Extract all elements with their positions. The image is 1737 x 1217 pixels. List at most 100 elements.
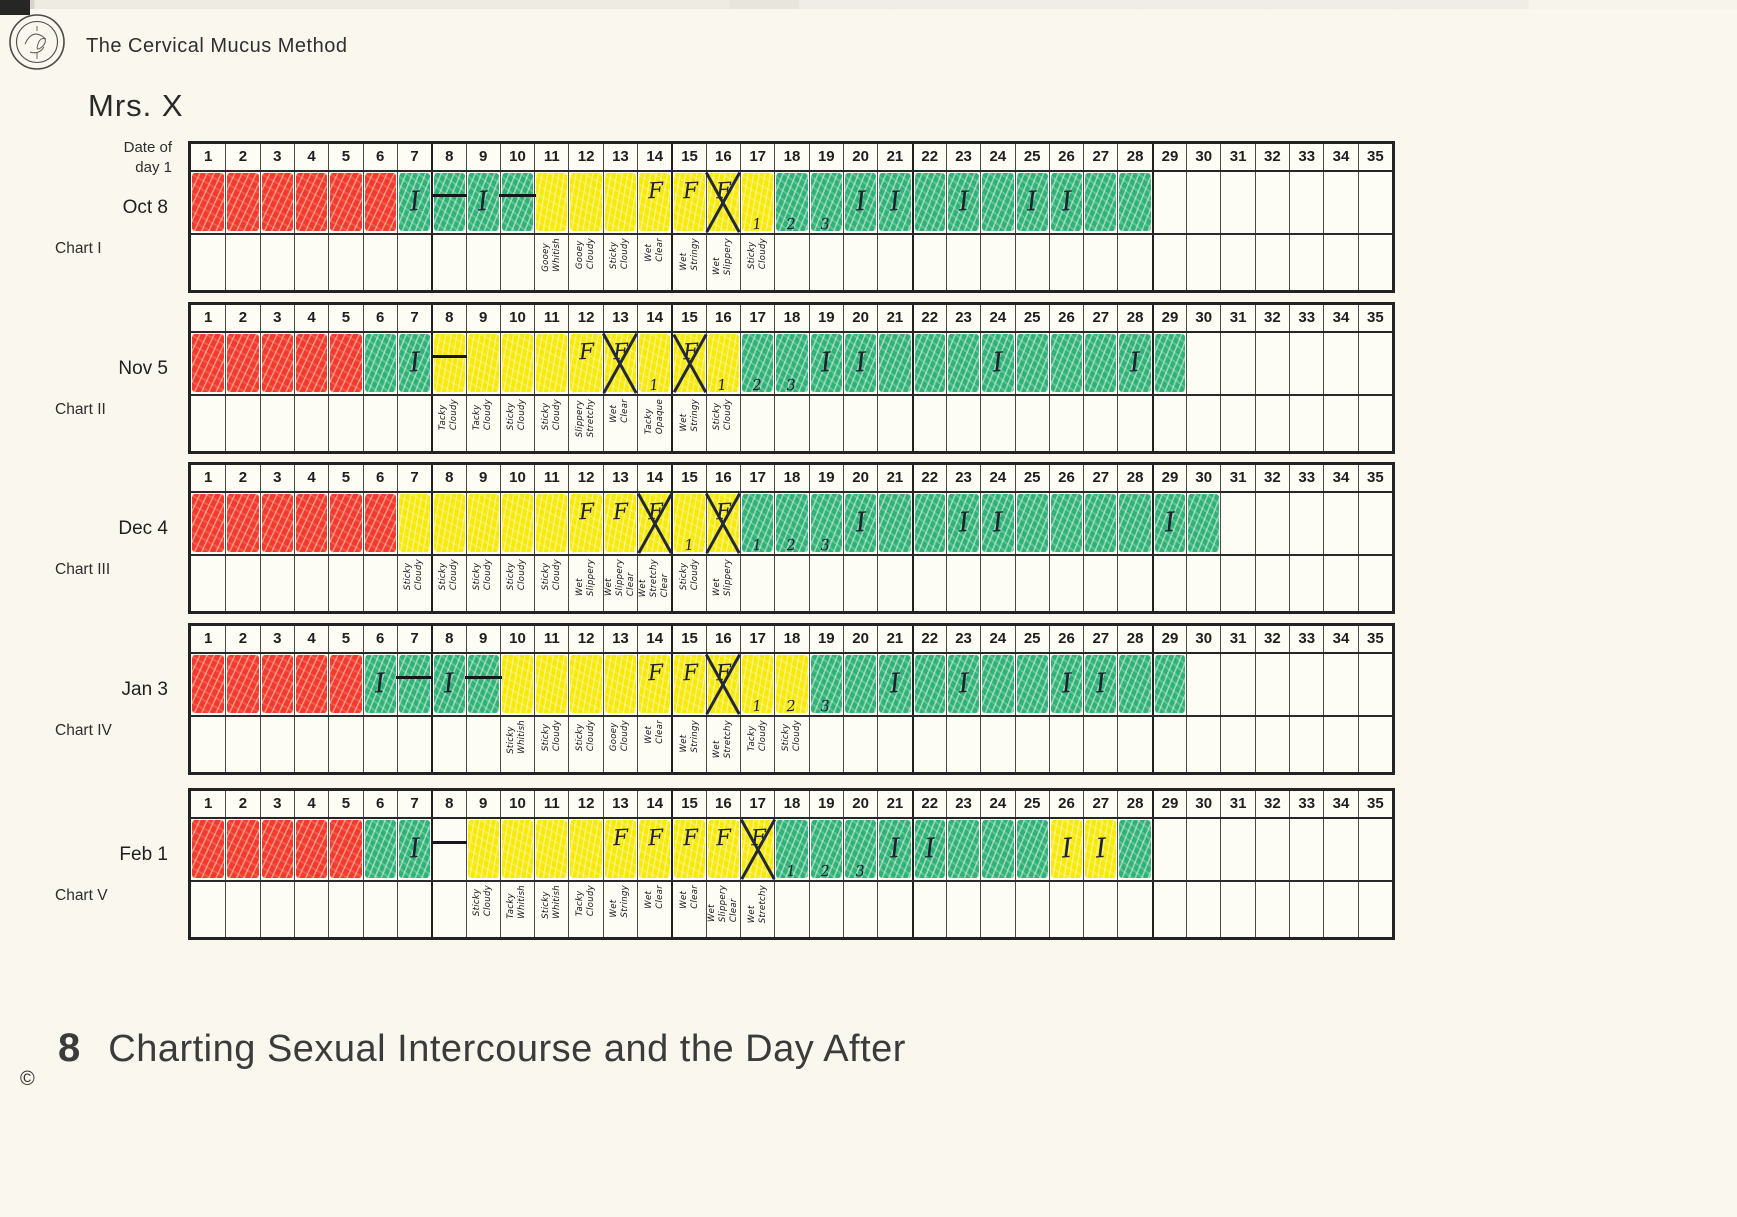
day-cell bbox=[431, 493, 465, 554]
scribble-fill bbox=[1154, 334, 1186, 392]
day-number: 29 bbox=[1151, 465, 1186, 491]
day-number: 13 bbox=[602, 144, 637, 170]
day-number: 26 bbox=[1048, 305, 1083, 331]
mucus-label-cell bbox=[1117, 882, 1151, 937]
day-number-row: 1 2 3 4 5 6 7 8 9 10 11 12 13 14 15 16 17 18 19 20 21 22 23 24 2… bbox=[191, 144, 1392, 172]
scribble-fill bbox=[742, 173, 774, 231]
fertile-mark: F bbox=[681, 825, 699, 852]
scribble-fill bbox=[364, 334, 396, 392]
day-cell bbox=[293, 172, 328, 233]
day-cell: F bbox=[637, 654, 671, 715]
day-number: 27 bbox=[1083, 305, 1117, 331]
day-cell: I bbox=[396, 333, 431, 394]
day-number: 20 bbox=[842, 791, 877, 817]
scan-artifact-strip bbox=[0, 0, 1737, 9]
day-cell bbox=[1254, 819, 1289, 880]
day-cell bbox=[1323, 172, 1357, 233]
mucus-label-cell: Wet Stretchy Clear bbox=[637, 556, 671, 611]
count-number: 1 bbox=[751, 214, 763, 234]
day-cell bbox=[499, 654, 534, 715]
mucus-label-cell: Sticky Cloudy bbox=[740, 235, 774, 290]
day-number: 32 bbox=[1254, 144, 1289, 170]
scribble-fill bbox=[261, 334, 293, 392]
day-cell bbox=[259, 654, 294, 715]
mucus-label-cell bbox=[431, 882, 465, 937]
mucus-label: Wet Slippery bbox=[712, 559, 734, 597]
mucus-label-cell bbox=[1048, 235, 1083, 290]
day-cell bbox=[1254, 333, 1289, 394]
mucus-label-cell bbox=[1289, 396, 1323, 451]
day-number: 14 bbox=[637, 305, 671, 331]
fertile-mark: F bbox=[681, 660, 699, 687]
day-cell bbox=[225, 819, 259, 880]
day-number: 9 bbox=[465, 626, 500, 652]
fertile-mark: F bbox=[681, 178, 699, 205]
day-number: 31 bbox=[1220, 465, 1254, 491]
fertile-mark: F bbox=[647, 660, 664, 687]
chart-V-start-date: Feb 1 bbox=[119, 844, 168, 865]
day-number: 29 bbox=[1151, 626, 1186, 652]
scribble-fill bbox=[914, 655, 945, 713]
fertile-mark: F bbox=[578, 499, 595, 526]
scribble-fill bbox=[192, 173, 225, 231]
scribble-fill bbox=[295, 655, 328, 713]
day-number: 29 bbox=[1151, 791, 1186, 817]
day-number: 22 bbox=[911, 791, 946, 817]
day-cell bbox=[1048, 333, 1083, 394]
scribble-fill bbox=[879, 173, 911, 231]
mucus-label-cell: Tacky Cloudy bbox=[465, 396, 500, 451]
day-number: 28 bbox=[1117, 144, 1151, 170]
day-number: 3 bbox=[259, 144, 294, 170]
scribble-fill bbox=[639, 655, 671, 713]
scribble-fill bbox=[467, 820, 499, 878]
scribble-fill bbox=[914, 173, 945, 231]
day-number: 25 bbox=[1014, 305, 1049, 331]
day-cell bbox=[1357, 493, 1392, 554]
day-cell: F bbox=[602, 493, 637, 554]
mucus-label-cell bbox=[877, 882, 911, 937]
intercourse-mark: I bbox=[373, 667, 387, 700]
day-number: 20 bbox=[842, 144, 877, 170]
scribble-fill bbox=[1119, 173, 1151, 231]
day-cell: 1 bbox=[740, 493, 774, 554]
scribble-fill bbox=[467, 334, 499, 392]
mucus-label: Wet Stringy bbox=[678, 238, 700, 271]
day-cell bbox=[1117, 819, 1151, 880]
day-cell: 3 bbox=[774, 333, 808, 394]
dash-mark bbox=[431, 354, 468, 359]
mucus-label-cell bbox=[362, 396, 397, 451]
mucus-label-cell bbox=[191, 717, 225, 772]
chart-IV-name: Chart IV bbox=[55, 722, 112, 739]
scribble-fill bbox=[947, 655, 980, 713]
mucus-label-cell bbox=[774, 882, 808, 937]
intercourse-mark: I bbox=[1094, 832, 1108, 865]
day-cell: 3 bbox=[808, 172, 843, 233]
mucus-label-cell bbox=[396, 882, 431, 937]
mucus-label-cell bbox=[465, 717, 500, 772]
count-number: 2 bbox=[819, 861, 831, 881]
day-number: 8 bbox=[431, 144, 465, 170]
day-number: 33 bbox=[1289, 144, 1323, 170]
mucus-label: Sticky Cloudy bbox=[540, 720, 562, 752]
day-cell bbox=[328, 819, 362, 880]
section-title: Charting Sexual Intercourse and the Day … bbox=[108, 1028, 906, 1070]
day-cell bbox=[465, 493, 500, 554]
day-cell bbox=[568, 172, 602, 233]
chart-II: Nov 5 Chart II 1 2 3 4 5 6 7 8 9 10 11 12 13 14 15 16 17… bbox=[55, 302, 1395, 454]
mucus-label-cell bbox=[1014, 396, 1049, 451]
day-number: 33 bbox=[1289, 626, 1323, 652]
day-number: 4 bbox=[293, 626, 328, 652]
scribble-fill bbox=[947, 494, 980, 552]
mucus-label-cell bbox=[877, 717, 911, 772]
day-number: 35 bbox=[1357, 791, 1392, 817]
scribble-fill bbox=[879, 494, 911, 552]
day-number: 21 bbox=[877, 144, 911, 170]
day-number: 2 bbox=[225, 465, 259, 491]
page-title: The Cervical Mucus Method bbox=[86, 35, 348, 57]
scribble-fill bbox=[295, 173, 328, 231]
day-number: 4 bbox=[293, 791, 328, 817]
mucus-label-cell bbox=[396, 396, 431, 451]
day-number: 31 bbox=[1220, 144, 1254, 170]
day-number: 23 bbox=[945, 626, 980, 652]
intercourse-mark: I bbox=[1060, 185, 1073, 218]
